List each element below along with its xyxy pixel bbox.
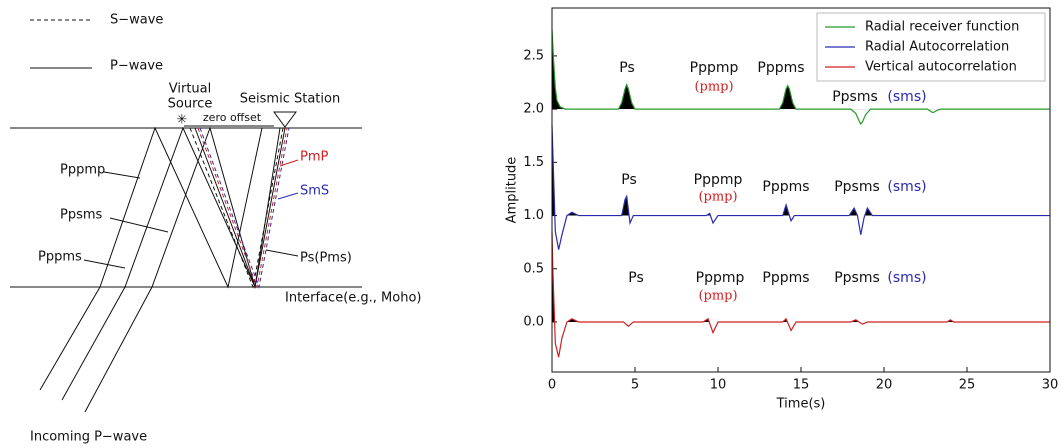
pmp-ray	[197, 127, 288, 289]
x-tick-label: 25	[959, 378, 976, 393]
legend-label: S−wave	[110, 13, 163, 28]
pointer	[279, 159, 299, 167]
diagram: S−wave P−wave ✳ Virtual Source Seismic S…	[10, 13, 422, 445]
pointer	[83, 259, 126, 269]
s-ray	[189, 127, 284, 289]
x-tick-label: 0	[548, 378, 556, 393]
positive-fill	[552, 231, 954, 322]
legend-label: Radial Autocorrelation	[865, 40, 1009, 55]
label: Interface(e.g., Moho)	[285, 291, 422, 306]
pointer	[277, 192, 299, 200]
series-line	[551, 125, 1050, 250]
annotation: Ppsms	[834, 179, 880, 195]
y-tick-label: 1.0	[523, 208, 544, 223]
series-line	[551, 29, 1050, 126]
pointer	[109, 217, 169, 233]
y-tick-label: 1.5	[523, 155, 544, 170]
label: Pppms	[38, 250, 82, 265]
annotation: Ppsms	[834, 270, 880, 286]
label: Seismic Station	[240, 92, 340, 107]
pointer	[103, 171, 141, 179]
legend-label: Radial receiver function	[865, 20, 1019, 35]
plot-frame	[551, 7, 1051, 373]
annotation: (sms)	[887, 89, 926, 105]
annotation: Pppmp	[690, 60, 739, 76]
label: Incoming P−wave	[30, 430, 147, 445]
label: Source	[168, 97, 213, 112]
label: Ppsms	[60, 208, 103, 223]
label: SmS	[300, 184, 329, 199]
y-tick-label: 2.0	[523, 102, 544, 117]
legend-label: P−wave	[110, 59, 163, 74]
annotation: Pppms	[762, 179, 809, 195]
label: zero offset	[203, 111, 262, 124]
y-tick-label: 0.5	[523, 261, 544, 276]
annotation: (sms)	[887, 179, 926, 195]
annotation: Pppms	[757, 60, 804, 76]
ray	[84, 126, 256, 413]
y-tick-label: 2.5	[523, 48, 544, 63]
annotation: (pmp)	[698, 190, 737, 205]
label: Ps(Pms)	[300, 251, 352, 266]
x-tick-label: 5	[631, 378, 639, 393]
ray	[194, 127, 281, 289]
series-line	[551, 231, 1050, 358]
ray	[61, 126, 286, 401]
annotation: Ps	[621, 172, 637, 188]
x-tick-label: 15	[793, 378, 810, 393]
x-tick-label: 30	[1042, 378, 1059, 393]
star: ✳	[177, 113, 188, 128]
x-tick-label: 10	[710, 378, 727, 393]
pointer	[265, 249, 299, 257]
annotation: Ps	[628, 270, 644, 286]
legend-label: Vertical autocorrelation	[865, 60, 1017, 75]
annotation: Ppsms	[832, 89, 878, 105]
annotation: Pppmp	[694, 172, 743, 188]
x-tick-label: 20	[876, 378, 893, 393]
annotation: Pppms	[762, 270, 809, 286]
sms-ray	[199, 127, 290, 289]
label: PmP	[300, 150, 329, 165]
y-axis-label: Amplitude	[505, 157, 520, 224]
annotation: (pmp)	[698, 289, 737, 304]
label: Pppmp	[60, 163, 105, 178]
annotation: Ps	[619, 60, 635, 76]
y-tick-label: 0.0	[523, 314, 544, 329]
x-axis-label: Time(s)	[776, 397, 826, 412]
label: Virtual	[169, 82, 211, 97]
station	[273, 111, 297, 128]
annotation: (sms)	[887, 270, 926, 286]
annotation: (pmp)	[694, 80, 733, 95]
annotation: Pppmp	[696, 270, 745, 286]
